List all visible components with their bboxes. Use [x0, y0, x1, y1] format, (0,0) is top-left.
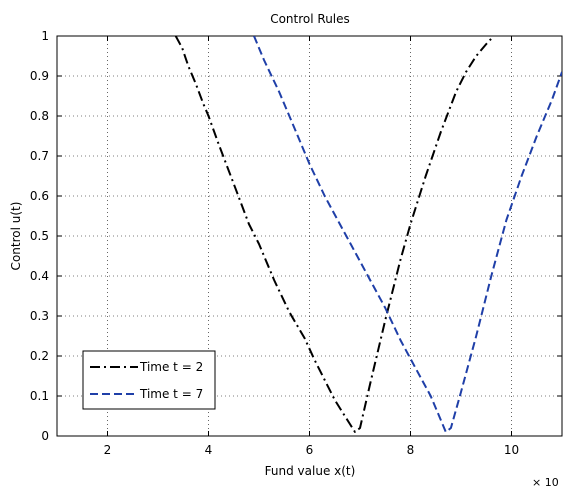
y-tick-label: 0.6 — [30, 189, 49, 203]
y-tick-label: 0.3 — [30, 309, 49, 323]
legend-label-t2: Time t = 2 — [139, 360, 203, 374]
legend: Time t = 2 Time t = 7 — [82, 350, 216, 410]
x-tick-label: 4 — [205, 443, 213, 457]
x-tick-label: 2 — [104, 443, 112, 457]
y-tick-label: 0.4 — [30, 269, 49, 283]
y-axis-label: Control u(t) — [9, 202, 23, 271]
y-tick-label: 0.8 — [30, 109, 49, 123]
y-tick-label: 0.1 — [30, 389, 49, 403]
legend-box — [82, 350, 216, 410]
y-tick-label: 0.7 — [30, 149, 49, 163]
y-tick-label: 0.2 — [30, 349, 49, 363]
axis-ticks: 2 4 6 8 10 0 0.1 0.2 0.3 0.4 0.5 0.6 0.7 0.8 0.9 1 — [30, 29, 562, 457]
legend-label-t7: Time t = 7 — [139, 387, 203, 401]
x-axis-label: Fund value x(t) — [265, 464, 356, 478]
y-tick-label: 0 — [41, 429, 49, 443]
x-tick-label: 6 — [306, 443, 314, 457]
y-tick-label: 1 — [41, 29, 49, 43]
series-line-t2 — [174, 36, 495, 433]
series-line-t7 — [253, 36, 562, 433]
y-tick-label: 0.5 — [30, 229, 49, 243]
y-tick-label: 0.9 — [30, 69, 49, 83]
x-tick-label: 8 — [407, 443, 415, 457]
chart-title: Control Rules — [270, 12, 350, 26]
x-exponent-label: × 10 — [532, 476, 559, 488]
series-layer — [174, 36, 562, 433]
x-tick-label: 10 — [504, 443, 519, 457]
